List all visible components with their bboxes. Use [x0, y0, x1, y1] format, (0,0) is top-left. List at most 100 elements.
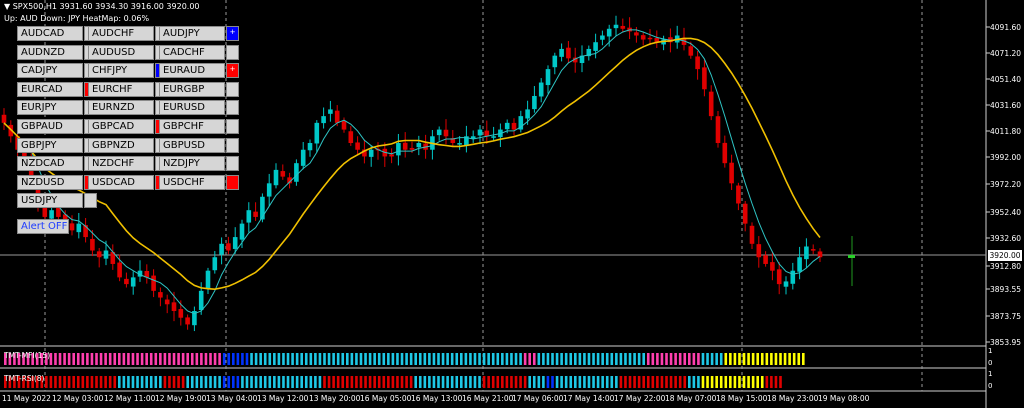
rsi-bar-89: [409, 376, 413, 388]
mfi-bar-99: [455, 353, 459, 365]
price-tick-label: 4031.60: [990, 101, 1022, 110]
rsi-bar-128: [587, 376, 591, 388]
mfi-bar-45: [209, 353, 212, 365]
mfi-bar-168: [770, 353, 773, 365]
rsi-bar-106: [487, 376, 490, 388]
pair-button-gbpaud[interactable]: GBPAUD: [17, 119, 83, 134]
rsi-bar-146: [669, 376, 673, 388]
price-tick-label: 3952.40: [990, 208, 1022, 217]
pair-button-chfjpy[interactable]: CHFJPY: [88, 63, 154, 79]
rsi-bar-17: [81, 376, 85, 388]
pair-button-gbpcad[interactable]: GBPCAD: [88, 119, 154, 134]
pair-button-audusd[interactable]: AUDUSD: [88, 44, 154, 60]
pair-button-nzdjpy[interactable]: NZDJPY: [159, 156, 225, 172]
mfi-bar-139: [637, 353, 641, 365]
mfi-bar-98: [450, 353, 454, 365]
candle-body-20: [137, 270, 143, 277]
mfi-bar-72: [332, 353, 335, 365]
mfi-bar-56: [259, 353, 262, 365]
candle-body-64: [436, 129, 442, 136]
pair-button-audnzd[interactable]: AUDNZD: [17, 44, 83, 60]
pair-button-euraud[interactable]: EURAUD: [159, 63, 225, 79]
mfi-bar-129: [592, 353, 595, 365]
pair-button-audcad[interactable]: AUDCAD: [17, 26, 83, 41]
pair-button-cadjpy[interactable]: CADJPY: [17, 63, 83, 79]
mfi-bar-118: [542, 353, 545, 365]
rsi-bar-33: [154, 376, 158, 388]
candle-body-33: [226, 243, 231, 251]
rsi-bar-54: [250, 376, 253, 388]
mfi-bar-24: [113, 353, 117, 365]
pair-button-nzdusd[interactable]: NZDUSD: [17, 174, 83, 190]
mfi-bar-43: [200, 353, 203, 365]
pair-button-eurchf[interactable]: EURCHF: [88, 81, 154, 97]
pair-button-gbpnzd[interactable]: GBPNZD: [88, 137, 154, 153]
pair-button-eurjpy[interactable]: EURJPY: [17, 100, 83, 116]
mfi-bar-68: [314, 353, 317, 365]
alert-toggle-button[interactable]: Alert OFF: [17, 219, 69, 234]
mfi-bar-96: [441, 353, 445, 365]
candle-body-8: [56, 207, 61, 217]
mfi-bar-112: [514, 353, 518, 365]
candle-body-79: [538, 82, 544, 97]
mfi-bar-90: [414, 353, 417, 365]
candle-body-106: [722, 142, 728, 164]
time-tick-label: 13 May 12:00: [257, 394, 309, 403]
pair-button-audchf[interactable]: AUDCHF: [88, 26, 154, 41]
pair-button-eurcad[interactable]: EURCAD: [17, 81, 83, 97]
pair-button-gbpusd[interactable]: GBPUSD: [159, 137, 225, 153]
rsi-bar-32: [149, 376, 153, 388]
pair-button-gbpchf[interactable]: GBPCHF: [159, 119, 225, 134]
candle-body-83: [566, 47, 571, 59]
price-tick-label: 4051.40: [990, 75, 1022, 84]
rsi-bar-161: [738, 376, 741, 388]
rsi-bar-164: [751, 376, 755, 388]
candle-body-65: [443, 129, 449, 137]
mfi-bar-7: [35, 353, 39, 365]
pair-button-eurgbp[interactable]: EURGBP: [159, 81, 225, 97]
rsi-bar-154: [706, 376, 709, 388]
rsi-bar-139: [637, 376, 641, 388]
rsi-bar-157: [719, 376, 723, 388]
pair-button-nzdcad[interactable]: NZDCAD: [17, 156, 83, 172]
rsi-bar-122: [560, 376, 563, 388]
mfi-bar-36: [168, 353, 171, 365]
pair-button-usdcad[interactable]: USDCAD: [88, 174, 154, 190]
rsi-bar-91: [418, 376, 422, 388]
rsi-bar-72: [332, 376, 335, 388]
collapse-arrow-icon[interactable]: ▼: [4, 2, 13, 11]
pair-button-usdchf[interactable]: USDCHF: [159, 174, 225, 190]
rsi-bar-36: [168, 376, 171, 388]
pair-button-eurnzd[interactable]: EURNZD: [88, 100, 154, 116]
mfi-bar-40: [186, 353, 189, 365]
mfi-bar-65: [300, 353, 303, 365]
pair-button-cadchf[interactable]: CADCHF: [159, 44, 225, 60]
mfi-bar-103: [473, 353, 477, 365]
rsi-bar-132: [605, 376, 609, 388]
rsi-bar-38: [177, 376, 180, 388]
candle-body-69: [470, 136, 476, 139]
rsi-bar-51: [236, 376, 240, 388]
candle-body-98: [668, 37, 673, 43]
candle-body-87: [593, 42, 598, 51]
pair-button-usdjpy[interactable]: USDJPY: [17, 193, 83, 209]
pair-button-gbpjpy[interactable]: GBPJPY: [17, 137, 83, 153]
rsi-bar-135: [619, 376, 623, 388]
rsi-bar-124: [569, 376, 573, 388]
candle-body-41: [280, 171, 286, 177]
candle-body-48: [328, 109, 333, 114]
mfi-bar-174: [797, 353, 801, 365]
candle-body-14: [96, 251, 102, 258]
mfi-bar-102: [469, 353, 472, 365]
rsi-bar-42: [195, 376, 199, 388]
pair-button-eurusd[interactable]: EURUSD: [159, 100, 225, 116]
pair-button-nzdchf[interactable]: NZDCHF: [88, 156, 154, 172]
candle-body-66: [450, 138, 456, 144]
candle-body-43: [294, 163, 299, 182]
pair-button-audjpy[interactable]: AUDJPY: [159, 26, 225, 41]
mfi-bar-13: [63, 353, 66, 365]
rsi-bar-3: [17, 376, 21, 388]
rsi-bar-49: [227, 376, 231, 388]
